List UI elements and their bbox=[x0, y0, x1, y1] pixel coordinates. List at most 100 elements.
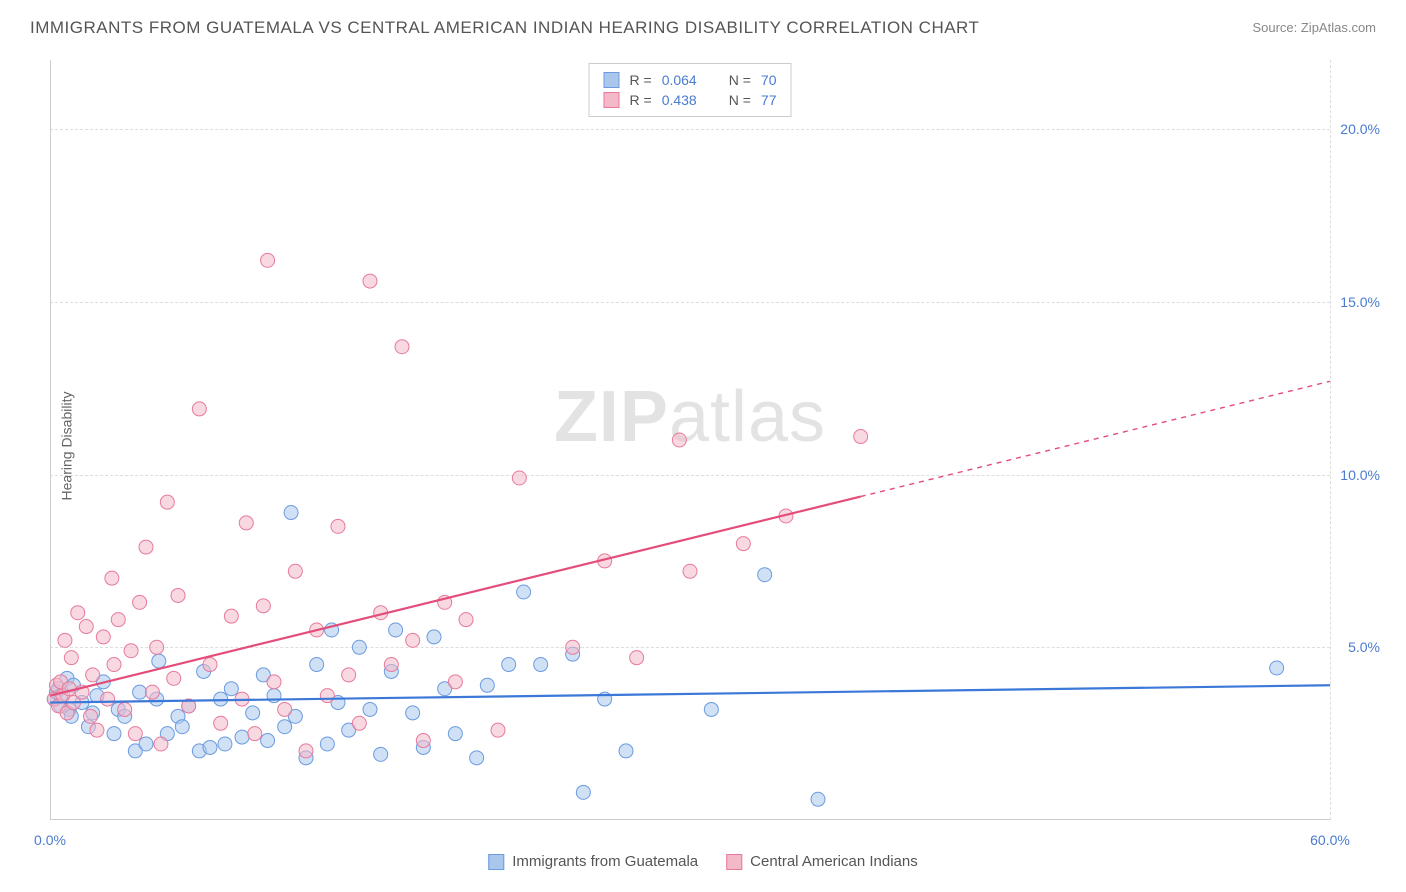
data-point bbox=[1270, 661, 1284, 675]
data-point bbox=[118, 702, 132, 716]
data-point bbox=[101, 692, 115, 706]
data-point bbox=[267, 675, 281, 689]
data-point bbox=[124, 644, 138, 658]
data-point bbox=[160, 495, 174, 509]
data-point bbox=[363, 702, 377, 716]
data-point bbox=[261, 734, 275, 748]
data-point bbox=[811, 792, 825, 806]
data-point bbox=[214, 716, 228, 730]
correlation-legend-row-2: R = 0.438 N = 77 bbox=[604, 90, 777, 110]
data-point bbox=[58, 633, 72, 647]
data-point bbox=[630, 651, 644, 665]
n-value-2: 77 bbox=[761, 92, 777, 108]
data-point bbox=[239, 516, 253, 530]
data-point bbox=[139, 737, 153, 751]
data-point bbox=[107, 658, 121, 672]
data-point bbox=[406, 706, 420, 720]
data-point bbox=[79, 620, 93, 634]
data-point bbox=[683, 564, 697, 578]
y-tick-label: 5.0% bbox=[1332, 639, 1380, 655]
data-point bbox=[64, 651, 78, 665]
data-point bbox=[86, 668, 100, 682]
y-tick-label: 20.0% bbox=[1332, 121, 1380, 137]
data-point bbox=[512, 471, 526, 485]
data-point bbox=[320, 737, 334, 751]
data-point bbox=[342, 668, 356, 682]
data-point bbox=[470, 751, 484, 765]
data-point bbox=[84, 709, 98, 723]
data-point bbox=[248, 727, 262, 741]
legend-swatch-blue bbox=[604, 72, 620, 88]
data-point bbox=[154, 737, 168, 751]
data-point bbox=[384, 658, 398, 672]
n-label-1: N = bbox=[729, 72, 751, 88]
correlation-legend: R = 0.064 N = 70 R = 0.438 N = 77 bbox=[589, 63, 792, 117]
data-point bbox=[566, 640, 580, 654]
trend-line-extrapolated bbox=[861, 381, 1330, 496]
data-point bbox=[111, 613, 125, 627]
data-point bbox=[459, 613, 473, 627]
data-point bbox=[256, 599, 270, 613]
data-point bbox=[203, 658, 217, 672]
x-tick-label: 0.0% bbox=[34, 832, 66, 848]
legend-swatch-series-2 bbox=[726, 854, 742, 870]
data-point bbox=[331, 519, 345, 533]
scatter-svg bbox=[50, 60, 1330, 820]
r-label-1: R = bbox=[630, 72, 652, 88]
data-point bbox=[406, 633, 420, 647]
n-label-2: N = bbox=[729, 92, 751, 108]
data-point bbox=[299, 744, 313, 758]
data-point bbox=[517, 585, 531, 599]
data-point bbox=[854, 430, 868, 444]
series-legend-label-1: Immigrants from Guatemala bbox=[512, 853, 698, 870]
data-point bbox=[128, 727, 142, 741]
data-point bbox=[218, 737, 232, 751]
data-point bbox=[758, 568, 772, 582]
data-point bbox=[374, 747, 388, 761]
data-point bbox=[224, 682, 238, 696]
n-value-1: 70 bbox=[761, 72, 777, 88]
data-point bbox=[448, 727, 462, 741]
data-point bbox=[171, 588, 185, 602]
data-point bbox=[246, 706, 260, 720]
data-point bbox=[175, 720, 189, 734]
series-legend-item-1: Immigrants from Guatemala bbox=[488, 853, 698, 870]
data-point bbox=[71, 606, 85, 620]
data-point bbox=[133, 685, 147, 699]
data-point bbox=[139, 540, 153, 554]
data-point bbox=[152, 654, 166, 668]
data-point bbox=[534, 658, 548, 672]
data-point bbox=[576, 785, 590, 799]
r-value-2: 0.438 bbox=[662, 92, 697, 108]
data-point bbox=[427, 630, 441, 644]
data-point bbox=[278, 720, 292, 734]
data-point bbox=[288, 564, 302, 578]
source-attribution: Source: ZipAtlas.com bbox=[1252, 20, 1376, 35]
data-point bbox=[310, 658, 324, 672]
correlation-legend-row-1: R = 0.064 N = 70 bbox=[604, 70, 777, 90]
data-point bbox=[107, 727, 121, 741]
y-tick-label: 15.0% bbox=[1332, 294, 1380, 310]
y-tick-label: 10.0% bbox=[1332, 467, 1380, 483]
data-point bbox=[145, 685, 159, 699]
data-point bbox=[395, 340, 409, 354]
data-point bbox=[672, 433, 686, 447]
data-point bbox=[133, 595, 147, 609]
series-legend-label-2: Central American Indians bbox=[750, 853, 918, 870]
data-point bbox=[352, 640, 366, 654]
data-point bbox=[704, 702, 718, 716]
data-point bbox=[320, 689, 334, 703]
x-tick-label: 60.0% bbox=[1310, 832, 1350, 848]
legend-swatch-series-1 bbox=[488, 854, 504, 870]
data-point bbox=[192, 402, 206, 416]
chart-title: IMMIGRANTS FROM GUATEMALA VS CENTRAL AME… bbox=[30, 18, 979, 38]
data-point bbox=[736, 537, 750, 551]
data-point bbox=[167, 671, 181, 685]
data-point bbox=[352, 716, 366, 730]
data-point bbox=[150, 640, 164, 654]
data-point bbox=[416, 734, 430, 748]
data-point bbox=[96, 630, 110, 644]
data-point bbox=[363, 274, 377, 288]
data-point bbox=[278, 702, 292, 716]
data-point bbox=[203, 740, 217, 754]
